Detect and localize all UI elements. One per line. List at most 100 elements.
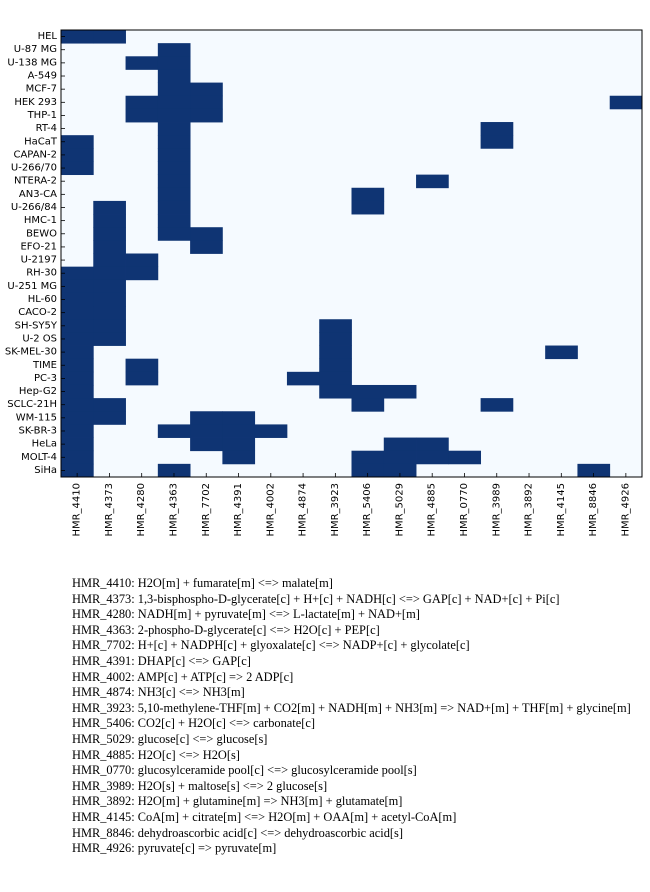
cell-AN3-CA-HMR_4363 xyxy=(157,187,191,202)
x-label-HMR_4926: HMR_4926 xyxy=(620,483,631,537)
cell-MOLT-4-HMR_5406 xyxy=(351,450,385,465)
legend-item-HMR_4145: HMR_4145: CoA[m] + citrate[m] <=> H2O[m]… xyxy=(72,809,457,824)
cell-SiHa-HMR_4363 xyxy=(157,463,191,478)
cell-EFO-21-HMR_4373 xyxy=(93,240,126,254)
cell-WM-115-HMR_7702 xyxy=(190,411,223,425)
cell-U-266/70-HMR_4410 xyxy=(61,161,94,176)
cell-SiHa-HMR_5029 xyxy=(383,463,417,478)
cell-PC-3-HMR_4410 xyxy=(61,371,94,386)
x-label-HMR_4391: HMR_4391 xyxy=(233,483,244,537)
y-label-RH-30: RH-30 xyxy=(26,268,57,279)
cell-MOLT-4-HMR_4391 xyxy=(222,450,256,465)
cell-HEL-HMR_4373 xyxy=(93,30,126,44)
cell-HaCaT-HMR_3989 xyxy=(480,135,514,149)
y-label-EFO-21: EFO-21 xyxy=(20,241,57,252)
cell-HMC-1-HMR_4363 xyxy=(157,214,191,228)
cell-HeLa-HMR_4391 xyxy=(222,437,256,452)
cell-RT-4-HMR_4363 xyxy=(157,122,191,136)
cell-SiHa-HMR_5406 xyxy=(351,463,385,478)
legend-item-HMR_4885: HMR_4885: H2O[c] <=> H2O[s] xyxy=(72,747,240,762)
cell-HEK 293-HMR_7702 xyxy=(190,95,223,110)
cell-U-266/84-HMR_5406 xyxy=(351,200,385,215)
cell-MOLT-4-HMR_4885 xyxy=(416,450,449,465)
cell-RT-4-HMR_3989 xyxy=(480,122,514,136)
cell-HMC-1-HMR_4373 xyxy=(93,214,126,228)
y-label-SCLC-21H: SCLC-21H xyxy=(7,399,57,410)
y-axis-labels: HEL U-87 MG U-138 MG A-549 MCF-7 HEK 293 THP-1… xyxy=(5,31,58,476)
cell-Hep-G2-HMR_5029 xyxy=(383,384,417,399)
x-label-HMR_8846: HMR_8846 xyxy=(588,483,599,537)
cell-PC-3-HMR_4280 xyxy=(125,371,159,386)
legend-item-HMR_4391: HMR_4391: DHAP[c] <=> GAP[c] xyxy=(72,653,251,668)
cell-SH-SY5Y-HMR_4373 xyxy=(93,319,126,333)
cell-SK-MEL-30-HMR_4410 xyxy=(61,345,94,360)
x-label-HMR_3923: HMR_3923 xyxy=(330,483,341,537)
cell-HEK 293-HMR_4363 xyxy=(157,95,191,110)
cell-SCLC-21H-HMR_4373 xyxy=(93,398,126,412)
y-label-HMC-1: HMC-1 xyxy=(24,215,57,226)
cell-U-2197-HMR_4280 xyxy=(125,253,159,268)
legend-item-HMR_4280: HMR_4280: NADH[m] + pyruvate[m] <=> L-la… xyxy=(72,607,420,622)
plot-frame xyxy=(60,29,643,478)
axis-ticks xyxy=(61,36,627,477)
x-label-HMR_3989: HMR_3989 xyxy=(491,483,502,537)
cell-SCLC-21H-HMR_4410 xyxy=(61,398,94,412)
cell-NTERA-2-HMR_4885 xyxy=(416,174,449,189)
cell-MCF-7-HMR_4363 xyxy=(157,82,191,97)
cell-HeLa-HMR_5029 xyxy=(383,437,417,452)
cell-U-2 OS-HMR_4373 xyxy=(93,332,126,346)
legend-item-HMR_5406: HMR_5406: CO2[c] + H2O[c] <=> carbonate[… xyxy=(72,716,315,731)
cell-MCF-7-HMR_7702 xyxy=(190,82,223,97)
y-label-TIME: TIME xyxy=(32,360,57,371)
x-label-HMR_3892: HMR_3892 xyxy=(524,483,535,537)
x-label-HMR_7702: HMR_7702 xyxy=(201,483,212,537)
cell-SCLC-21H-HMR_5406 xyxy=(351,398,385,412)
y-label-HL-60: HL-60 xyxy=(28,294,57,305)
x-label-HMR_4874: HMR_4874 xyxy=(298,483,309,537)
cell-MOLT-4-HMR_4410 xyxy=(61,450,94,465)
cell-AN3-CA-HMR_5406 xyxy=(351,187,385,202)
legend-item-HMR_7702: HMR_7702: H+[c] + NADPH[c] + glyoxalate[… xyxy=(72,638,470,653)
cell-SK-BR-3-HMR_7702 xyxy=(190,424,223,438)
y-label-NTERA-2: NTERA-2 xyxy=(14,176,57,187)
cell-U-251 MG-HMR_4373 xyxy=(93,279,126,294)
cell-MOLT-4-HMR_5029 xyxy=(383,450,417,465)
cell-U-138 MG-HMR_4363 xyxy=(157,56,191,70)
cell-U-138 MG-HMR_4280 xyxy=(125,56,159,70)
x-label-HMR_4280: HMR_4280 xyxy=(136,483,147,537)
cell-SK-MEL-30-HMR_4145 xyxy=(545,345,578,360)
cell-SiHa-HMR_8846 xyxy=(577,463,611,478)
y-label-SiHa: SiHa xyxy=(34,465,57,476)
x-label-HMR_0770: HMR_0770 xyxy=(459,483,470,537)
x-label-HMR_5406: HMR_5406 xyxy=(362,483,373,537)
cell-U-266/84-HMR_4373 xyxy=(93,200,126,215)
cell-HeLa-HMR_4885 xyxy=(416,437,449,452)
cell-MOLT-4-HMR_0770 xyxy=(448,450,482,465)
cell-SK-BR-3-HMR_4410 xyxy=(61,424,94,438)
cell-HEL-HMR_4410 xyxy=(61,30,94,44)
y-label-CAPAN-2: CAPAN-2 xyxy=(13,149,57,160)
cell-PC-3-HMR_3923 xyxy=(319,371,352,386)
cell-SH-SY5Y-HMR_4410 xyxy=(61,319,94,333)
cell-PC-3-HMR_4874 xyxy=(286,371,320,386)
cell-A-549-HMR_4363 xyxy=(157,69,191,83)
y-label-U-87 MG: U-87 MG xyxy=(14,44,57,55)
cell-U-2 OS-HMR_4410 xyxy=(61,332,94,346)
legend-item-HMR_3989: HMR_3989: H2O[s] + maltose[s] <=> 2 gluc… xyxy=(72,778,328,793)
cell-SCLC-21H-HMR_3989 xyxy=(480,398,514,412)
cell-WM-115-HMR_4373 xyxy=(93,411,126,425)
y-label-WM-115: WM-115 xyxy=(16,412,57,423)
cell-TIME-HMR_3923 xyxy=(319,358,352,373)
y-label-U-251 MG: U-251 MG xyxy=(7,281,57,292)
cell-Hep-G2-HMR_5406 xyxy=(351,384,385,399)
legend-item-HMR_0770: HMR_0770: glucosylceramide pool[c] <=> g… xyxy=(72,763,417,778)
x-axis-labels: HMR_4410 HMR_4373 HMR_4280 HMR_4363 HMR_7702… xyxy=(72,483,632,537)
legend-item-HMR_3923: HMR_3923: 5,10-methylene-THF[m] + CO2[m]… xyxy=(72,700,631,715)
legend-item-HMR_8846: HMR_8846: dehydroascorbic acid[c] <=> de… xyxy=(72,825,403,840)
x-label-HMR_4363: HMR_4363 xyxy=(168,483,179,537)
cell-CACO-2-HMR_4410 xyxy=(61,306,94,320)
y-label-SK-BR-3: SK-BR-3 xyxy=(19,425,57,436)
cell-CACO-2-HMR_4373 xyxy=(93,306,126,320)
cell-BEWO-HMR_7702 xyxy=(190,227,223,241)
x-label-HMR_5029: HMR_5029 xyxy=(394,483,405,537)
